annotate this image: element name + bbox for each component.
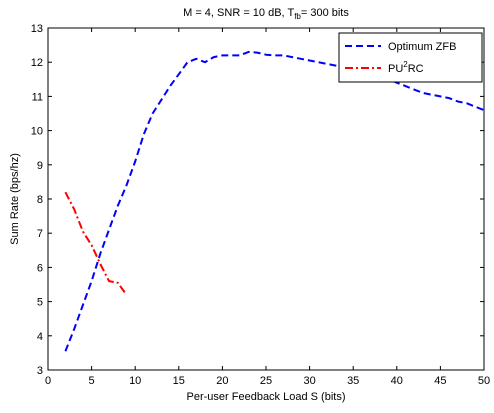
x-axis-label: Per-user Feedback Load S (bits) (187, 391, 346, 403)
chart-title-prefix: M = 4, SNR = 10 dB, T (183, 7, 294, 19)
chart-title: M = 4, SNR = 10 dB, Tfb= 300 bits (183, 7, 349, 21)
x-tick-label: 15 (173, 375, 185, 387)
x-tick-label: 40 (391, 375, 403, 387)
x-tick-label: 35 (347, 375, 359, 387)
y-tick-label: 12 (31, 57, 43, 69)
y-tick-label: 13 (31, 23, 43, 35)
y-tick-label: 10 (31, 126, 43, 138)
y-tick-label: 3 (37, 365, 43, 377)
series-line-1 (64, 191, 128, 296)
y-tick-label: 6 (37, 262, 43, 274)
chart-title-group: M = 4, SNR = 10 dB, Tfb= 300 bits (183, 7, 349, 21)
x-tick-label: 30 (303, 375, 315, 387)
legend-label-pu2rc-base: PU (388, 63, 403, 75)
y-tick-label: 9 (37, 160, 43, 172)
x-tick-label: 10 (129, 375, 141, 387)
legend-box (338, 32, 483, 83)
legend-label-optimum-zfb: Optimum ZFB (388, 41, 456, 53)
x-tick-label: 50 (478, 375, 490, 387)
legend-label-pu2rc-superscript: 2 (403, 60, 408, 69)
x-tick-label: 20 (216, 375, 228, 387)
y-axis-label: Sum Rate (bps/hz) (9, 153, 21, 245)
legend: Optimum ZFB PU2RC (338, 32, 483, 83)
chart-title-subscript: fb (294, 12, 301, 21)
x-tick-label: 25 (260, 375, 272, 387)
y-tick-label: 4 (37, 331, 43, 343)
series-line-0 (64, 50, 485, 352)
y-tick-label: 11 (32, 91, 43, 103)
legend-label-pu2rc-suffix: RC (408, 63, 424, 75)
x-tick-label: 0 (45, 375, 51, 387)
x-tick-label: 45 (434, 375, 446, 387)
x-tick-label: 5 (89, 375, 95, 387)
data-layer (64, 50, 485, 352)
y-tick-label: 8 (37, 194, 43, 206)
legend-label-pu2rc: PU2RC (388, 60, 424, 75)
y-tick-label: 7 (37, 228, 43, 240)
chart-title-suffix: = 300 bits (301, 7, 350, 19)
y-tick-label: 5 (37, 297, 43, 309)
